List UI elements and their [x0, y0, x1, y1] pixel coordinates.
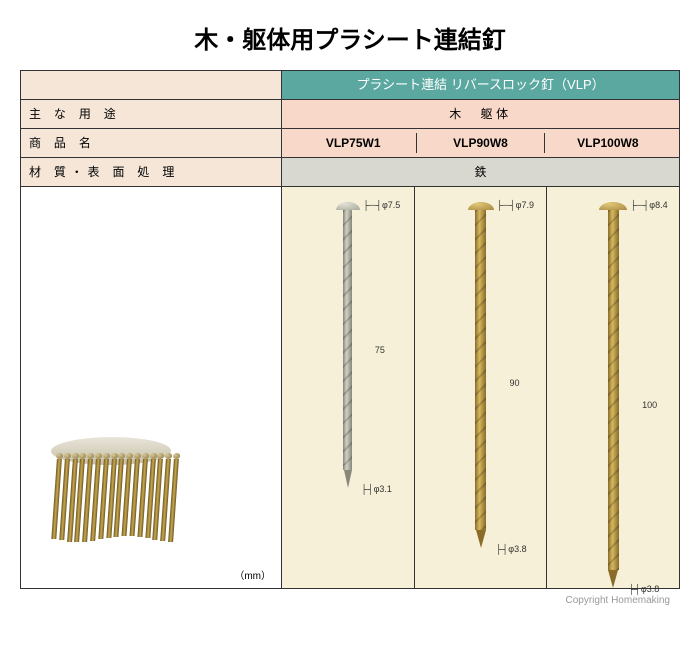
- table-right-column: プラシート連結 リバースロック釘（VLP） 木 躯体 VLP75W1VLP90W…: [281, 71, 679, 588]
- unit-label: （mm）: [234, 567, 271, 582]
- length-label: 75: [375, 345, 385, 355]
- series-header: プラシート連結 リバースロック釘（VLP）: [282, 71, 679, 100]
- product-cell: VLP100W8: [544, 133, 671, 153]
- nail-column: ├─┤φ8.4100├┤φ3.8: [546, 187, 679, 588]
- nail-head: [599, 202, 627, 210]
- nail-shaft: [608, 210, 619, 570]
- nail-shaft: [475, 210, 486, 530]
- use-value: 木 躯体: [282, 100, 679, 129]
- coil-nail-illustration: [41, 437, 181, 557]
- shaft-diameter-label: ├┤φ3.8: [628, 584, 659, 594]
- nail-illustration: ├─┤φ8.4100├┤φ3.8: [599, 202, 627, 588]
- nail-illustration: ├─┤φ7.990├┤φ3.8: [468, 202, 494, 548]
- nail-shaft: [343, 210, 352, 470]
- use-header: 主 な 用 途: [21, 100, 281, 129]
- nail-tip: [476, 530, 486, 548]
- nail-tip: [344, 470, 352, 488]
- nail-illustration-area: ├─┤φ7.575├┤φ3.1├─┤φ7.990├┤φ3.8├─┤φ8.4100…: [282, 187, 679, 588]
- shaft-diameter-label: ├┤φ3.8: [496, 544, 527, 554]
- nail-head: [336, 202, 360, 210]
- nail-column: ├─┤φ7.5 75 ├┤φ3.1: [282, 187, 414, 588]
- product-header: 商 品 名: [21, 129, 281, 158]
- material-header: 材 質・表 面 処 理: [21, 158, 281, 187]
- head-diameter-label: ├─┤φ7.9: [497, 200, 534, 210]
- shaft-diameter-label: ├┤φ3.1: [361, 484, 392, 494]
- length-label: 100: [642, 400, 657, 410]
- length-label: 90: [510, 378, 520, 388]
- product-cell: VLP90W8: [416, 133, 543, 153]
- page-title: 木・躯体用プラシート連結釘: [20, 20, 680, 55]
- nail-head: [468, 202, 494, 210]
- head-diameter-label: ├─┤φ8.4: [630, 200, 667, 210]
- table-left-column: 主 な 用 途 商 品 名 材 質・表 面 処 理 （mm）: [21, 71, 281, 588]
- product-cell: VLP75W1: [290, 133, 416, 153]
- left-body-area: （mm）: [21, 187, 281, 588]
- nail-illustration: ├─┤φ7.575├┤φ3.1: [336, 202, 360, 488]
- copyright-text: Copyright Homemaking: [20, 595, 680, 606]
- material-value: 鉄: [282, 158, 679, 187]
- head-diameter-label: ├─┤φ7.5: [363, 200, 400, 210]
- nail-tip: [608, 570, 618, 588]
- product-row: VLP75W1VLP90W8VLP100W8: [282, 129, 679, 158]
- blank-header: [21, 71, 281, 100]
- nail-column: ├─┤φ7.9 90 ├┤φ3.8: [414, 187, 547, 588]
- spec-table: 主 な 用 途 商 品 名 材 質・表 面 処 理 （mm） プラシート連結 リ…: [20, 70, 680, 589]
